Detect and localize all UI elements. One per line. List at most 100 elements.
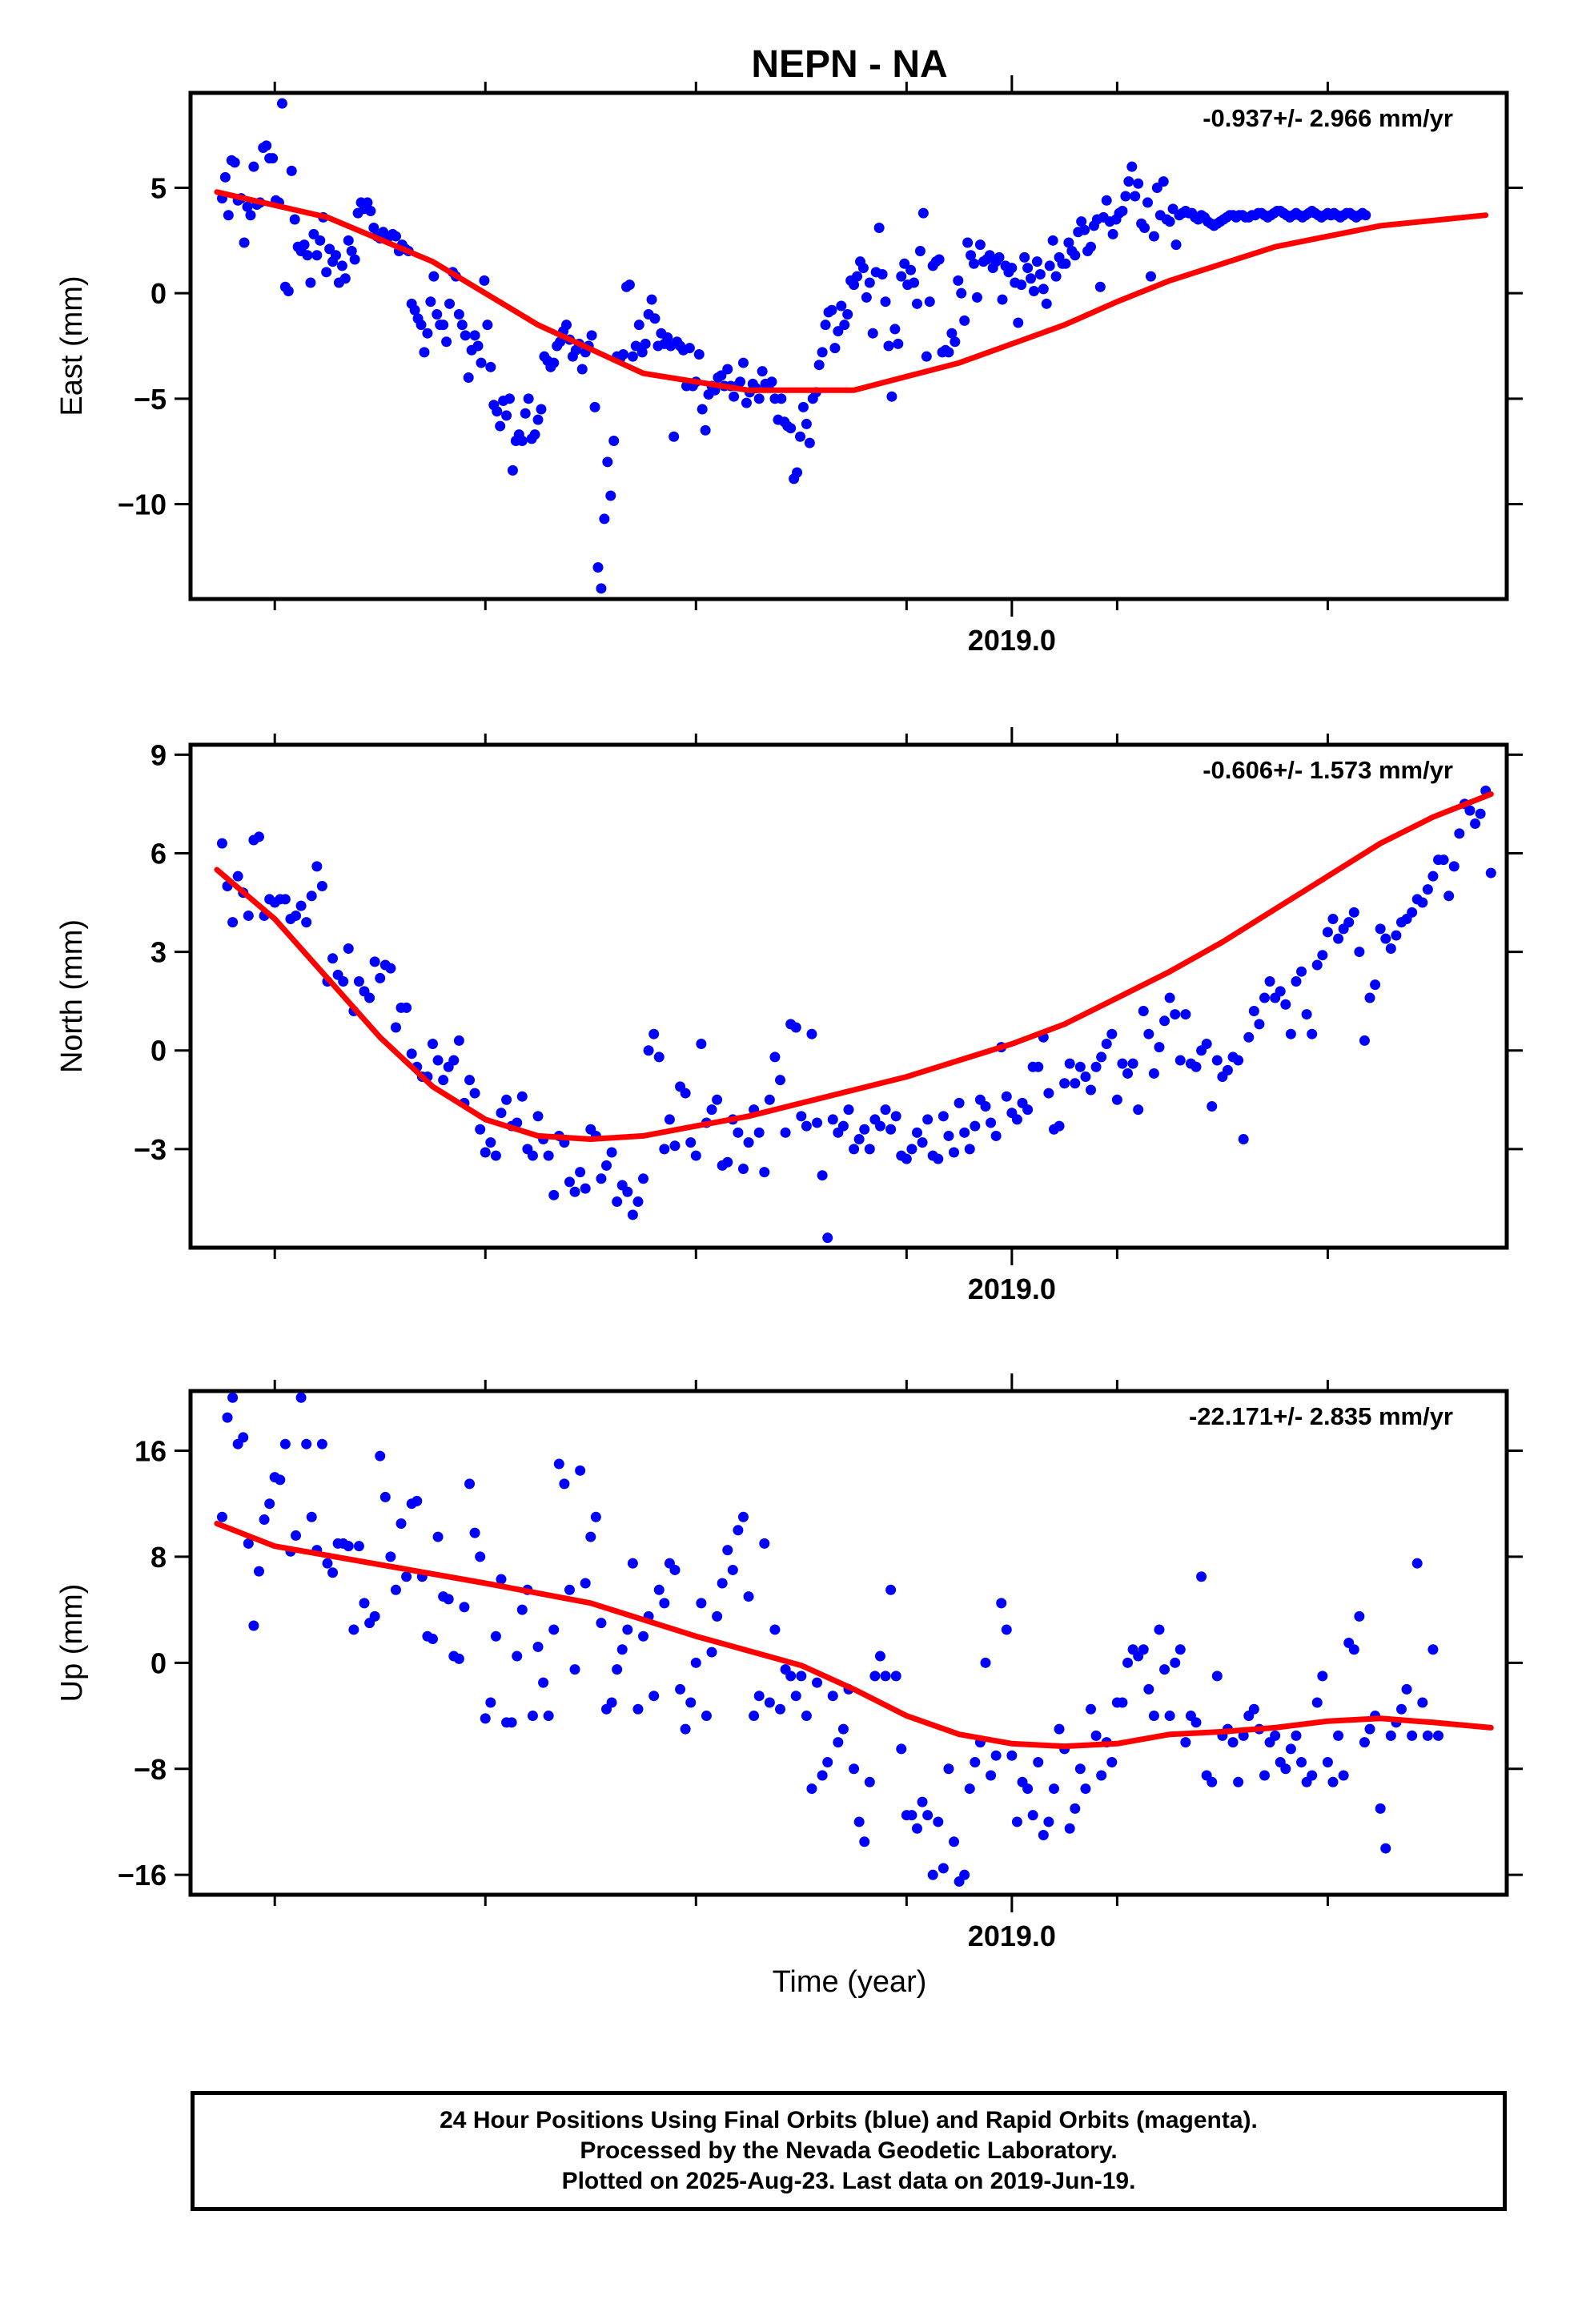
data-point	[743, 1591, 754, 1602]
data-point	[464, 1075, 476, 1086]
data-point	[311, 250, 323, 261]
data-point	[575, 1167, 586, 1178]
data-point	[735, 376, 746, 388]
data-point	[343, 235, 354, 246]
data-point	[496, 1108, 507, 1119]
data-point	[906, 1144, 917, 1155]
data-point	[795, 431, 806, 442]
data-point	[953, 275, 964, 286]
data-point	[737, 357, 749, 368]
data-point	[757, 366, 768, 377]
rate-annotation: -0.606+/- 1.573 mm/yr	[1203, 756, 1453, 784]
data-point	[504, 393, 516, 404]
data-point	[580, 1578, 591, 1589]
data-point	[1047, 235, 1058, 246]
data-point	[974, 239, 986, 251]
data-point	[827, 1691, 838, 1702]
data-point	[653, 1051, 665, 1063]
data-point	[1117, 1697, 1128, 1708]
chart-title: NEPN - NA	[751, 43, 947, 86]
data-point	[464, 1478, 476, 1490]
data-point	[899, 258, 910, 269]
data-point	[1364, 992, 1375, 1003]
data-point	[901, 1153, 912, 1164]
data-point	[775, 1703, 786, 1715]
data-point	[969, 258, 980, 269]
data-point	[1307, 1028, 1318, 1039]
data-point	[569, 1664, 580, 1675]
data-point	[933, 1153, 944, 1164]
data-point	[797, 401, 809, 412]
data-point	[1338, 1770, 1349, 1781]
data-point	[348, 1624, 359, 1635]
data-point	[712, 1610, 723, 1622]
data-point	[685, 1137, 697, 1148]
data-point	[796, 1111, 807, 1122]
data-point	[934, 254, 945, 265]
data-point	[1085, 241, 1096, 252]
data-point	[980, 1657, 991, 1668]
data-point	[632, 1196, 644, 1208]
data-point	[962, 237, 974, 248]
data-point	[1006, 1750, 1018, 1761]
data-point	[906, 1810, 917, 1821]
data-point	[696, 1598, 707, 1609]
data-point	[1143, 1683, 1154, 1695]
data-point	[885, 1584, 897, 1595]
data-point	[880, 296, 891, 308]
data-point	[453, 1035, 464, 1046]
data-point	[1027, 1810, 1038, 1821]
data-point	[316, 880, 327, 891]
data-point	[561, 320, 572, 331]
data-point	[1385, 943, 1396, 954]
data-point	[306, 891, 317, 902]
data-point	[909, 277, 920, 288]
footer-line-3: Plotted on 2025-Aug-23. Last data on 201…	[561, 2168, 1136, 2194]
data-point	[706, 1647, 717, 1658]
data-point	[990, 1750, 1002, 1761]
data-point	[867, 328, 878, 339]
data-point	[368, 223, 379, 234]
data-point	[259, 1514, 270, 1526]
data-point	[1322, 927, 1333, 938]
data-point	[1143, 1028, 1154, 1039]
data-point	[299, 239, 310, 251]
data-point	[861, 292, 872, 303]
data-point	[1063, 237, 1074, 248]
data-point	[1060, 258, 1071, 269]
data-point	[1475, 808, 1486, 819]
data-point	[291, 1530, 302, 1541]
data-point	[1180, 1009, 1191, 1020]
data-point	[512, 1651, 523, 1662]
data-point	[432, 309, 443, 320]
data-point	[441, 336, 452, 348]
data-point	[1159, 1664, 1170, 1675]
data-point	[1154, 1042, 1165, 1053]
data-point	[1311, 1697, 1323, 1708]
data-point	[1111, 1094, 1122, 1105]
data-point	[922, 1114, 934, 1125]
data-point	[253, 831, 264, 842]
data-point	[1196, 1571, 1207, 1582]
data-point	[889, 324, 901, 335]
data-point	[697, 404, 708, 415]
panel-1: 5 0 −5 −10 2019.0 East (mm) -0.937+/- 2.966 mm…	[55, 75, 1523, 657]
data-point	[883, 340, 894, 352]
data-point	[1074, 1061, 1086, 1072]
data-point	[472, 340, 484, 352]
data-point	[864, 277, 875, 288]
data-point	[1031, 256, 1042, 267]
data-point	[859, 1836, 870, 1848]
data-point	[599, 513, 610, 525]
data-point	[401, 1571, 412, 1582]
data-point	[1191, 1061, 1202, 1072]
data-point	[1038, 1830, 1049, 1841]
data-point	[864, 1776, 875, 1787]
data-point	[1050, 271, 1062, 282]
data-point	[1106, 1756, 1118, 1767]
data-point	[662, 332, 673, 343]
data-point	[612, 1196, 623, 1208]
data-point	[849, 279, 860, 291]
data-point	[460, 330, 471, 341]
data-point	[385, 1551, 396, 1562]
